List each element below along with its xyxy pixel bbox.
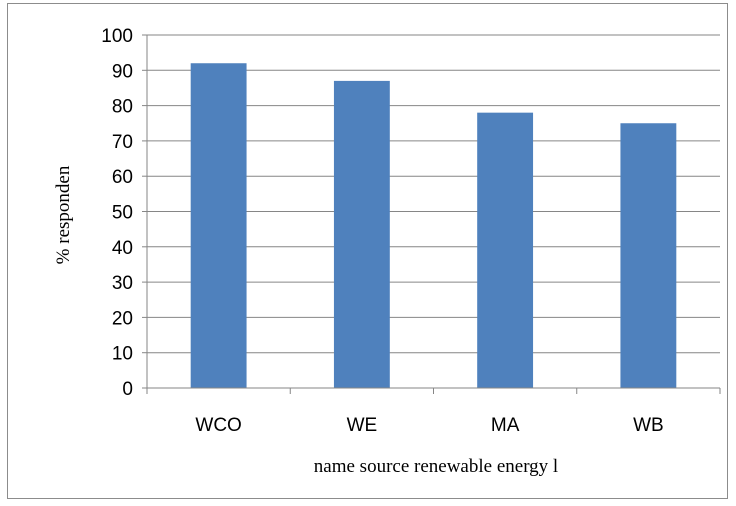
- y-tick-label: 20: [112, 308, 133, 329]
- y-axis-title: % responden: [53, 165, 74, 264]
- x-tick-label: WCO: [195, 415, 241, 436]
- axes: [142, 34, 721, 394]
- bars: [190, 63, 677, 389]
- y-tick-label: 100: [101, 26, 133, 47]
- x-axis-title: name source renewable energy l: [314, 456, 558, 477]
- x-tick-label: WB: [633, 415, 664, 436]
- y-tick-label: 70: [112, 132, 133, 153]
- bar-wco: [190, 63, 247, 389]
- y-tick-label: 10: [112, 344, 133, 365]
- x-tick-label: WE: [347, 415, 378, 436]
- bar-wb: [620, 123, 677, 388]
- y-tick-label: 80: [112, 97, 133, 118]
- y-tick-label: 50: [112, 203, 133, 224]
- y-tick-label: 60: [112, 167, 133, 188]
- y-tick-label: 40: [112, 238, 133, 259]
- y-tick-label: 30: [112, 273, 133, 294]
- y-tick-labels: 0 10 20 30 40 50 60 70 80 90 100: [101, 26, 133, 400]
- x-tick-label: MA: [491, 415, 520, 436]
- bar-ma: [477, 112, 534, 388]
- x-tick-labels: WCO WE MA WB: [195, 415, 663, 436]
- bar-we: [333, 80, 390, 388]
- y-tick-label: 90: [112, 61, 133, 82]
- y-tick-label: 0: [122, 379, 133, 400]
